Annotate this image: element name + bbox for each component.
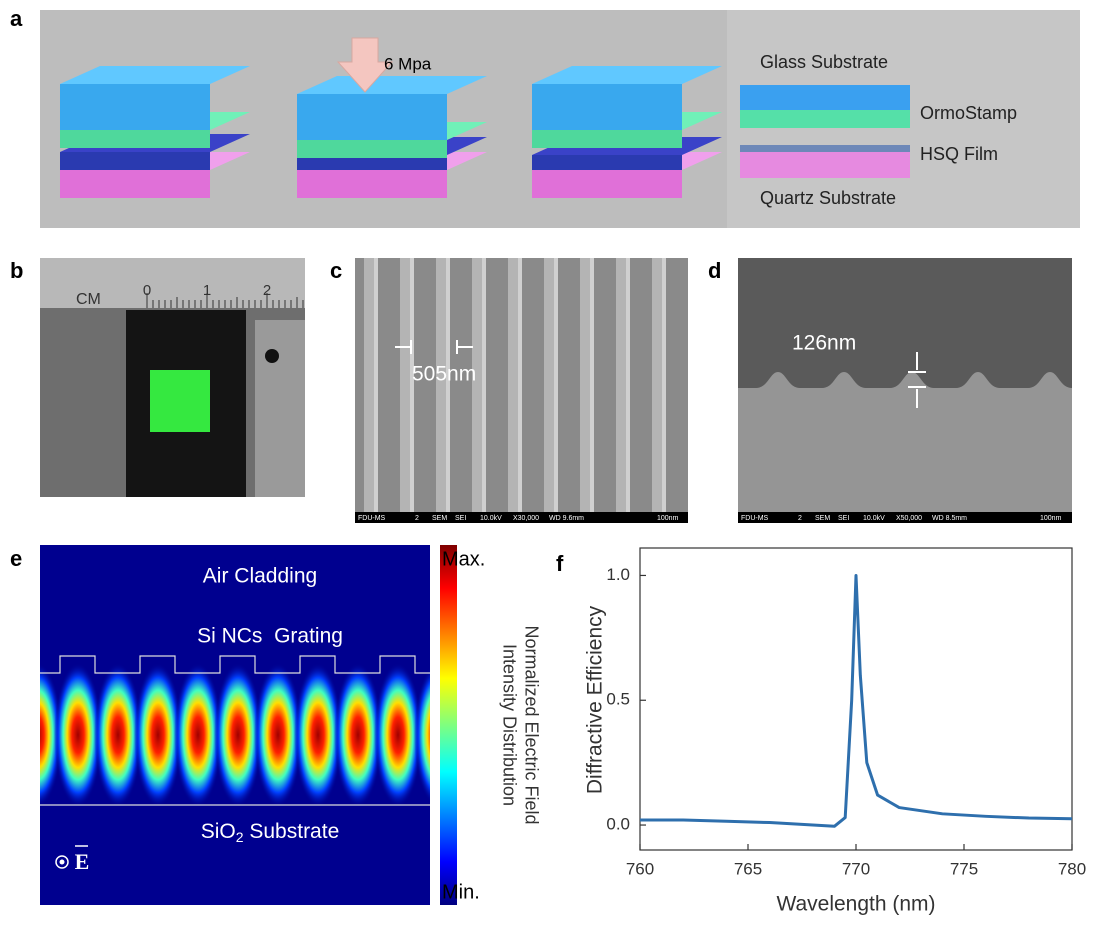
sem-footer-text: X30,000 <box>513 515 539 522</box>
sem-footer-text: 10.0kV <box>480 515 502 522</box>
legend-label: OrmoStamp <box>920 103 1017 123</box>
ruler-number: 0 <box>143 282 151 299</box>
panel-label: d <box>708 258 721 283</box>
layer <box>60 170 210 198</box>
legend-label: Glass Substrate <box>760 52 888 72</box>
legend-label: Quartz Substrate <box>760 188 896 208</box>
y-axis-label: Diffractive Efficiency <box>584 605 607 794</box>
layer <box>297 140 447 158</box>
pressure-label: 6 Mpa <box>384 54 432 73</box>
sem-footer-text: SEM <box>815 515 830 522</box>
colorbar-title: Intensity Distribution <box>499 644 519 806</box>
colorbar-min: Min. <box>442 881 480 903</box>
substrate-text: Substrate <box>244 820 340 843</box>
panel-c: c FDU-MS 2 SEM SEI 10.0kV X30,000 WD 9.6mm 100n… <box>330 258 688 523</box>
swatch <box>740 85 910 110</box>
ruler-unit: CM <box>76 291 101 308</box>
figure: a 6 Mpa Glass Substrate OrmoStamp HSQ Fi… <box>0 0 1095 925</box>
sem-footer-text: 2 <box>415 515 419 522</box>
layer <box>60 84 210 130</box>
field-label: E <box>75 849 90 874</box>
y-tick-label: 0.5 <box>606 690 630 709</box>
colorbar-max: Max. <box>442 548 485 570</box>
x-tick-label: 765 <box>734 859 762 878</box>
panel-b: b CM 0 1 2 <box>10 258 305 497</box>
sem-footer-text: SEM <box>432 515 447 522</box>
sem-footer-text: FDU-MS <box>358 515 386 522</box>
x-tick-label: 770 <box>842 859 870 878</box>
layer <box>532 155 682 170</box>
legend-label: HSQ Film <box>920 144 998 164</box>
sample <box>150 370 210 432</box>
layer <box>297 94 447 140</box>
sem-image <box>355 258 688 512</box>
layer <box>532 130 682 148</box>
sem-footer-text: WD 9.6mm <box>549 515 584 522</box>
layer <box>297 170 447 198</box>
sem-footer-text: FDU-MS <box>741 515 769 522</box>
region-label: SiO2 Substrate <box>201 820 340 845</box>
panel-label: e <box>10 546 22 571</box>
sem-footer-text: 10.0kV <box>863 515 885 522</box>
y-tick-label: 1.0 <box>606 565 630 584</box>
sem-footer-text: SEI <box>455 515 466 522</box>
colorbar-title: Normalized Electric Field <box>521 625 541 824</box>
data-line <box>640 575 1072 826</box>
layer <box>60 152 210 170</box>
height-label: 126nm <box>792 332 856 355</box>
field-symbol <box>60 860 65 865</box>
sem-footer-text: WD 8.5mm <box>932 515 967 522</box>
y-tick-label: 0.0 <box>606 815 630 834</box>
region-label: Si NCs Grating <box>197 625 343 648</box>
period-label: 505nm <box>412 363 476 386</box>
layer <box>532 170 682 198</box>
sem-footer-text: 100nm <box>657 515 679 522</box>
air-region <box>738 258 1072 388</box>
panel-d: d FDU-MS 2 SEM SEI 10.0kV X50,000 WD 8.5mm 100n… <box>708 258 1072 523</box>
swatch <box>740 145 910 152</box>
region-label: Air Cladding <box>203 565 317 588</box>
panel-label: a <box>10 6 23 31</box>
ruler-number: 2 <box>263 282 271 299</box>
layer <box>60 130 210 148</box>
x-tick-label: 760 <box>626 859 654 878</box>
swatch <box>740 152 910 178</box>
panel-label: c <box>330 258 342 283</box>
x-tick-label: 775 <box>950 859 978 878</box>
sem-footer-text: 2 <box>798 515 802 522</box>
panel-a: a 6 Mpa Glass Substrate OrmoStamp HSQ Fi… <box>10 6 1080 228</box>
screw <box>265 349 279 363</box>
panel-f: f Wavelength (nm) Diffractive Efficiency… <box>556 548 1086 916</box>
panel-e: e Air Cladding Si NCs Grating SiO2 Subst… <box>10 545 541 905</box>
colorbar <box>440 545 457 905</box>
x-axis-label: Wavelength (nm) <box>776 893 935 916</box>
layer <box>532 84 682 130</box>
panel-label: f <box>556 551 564 576</box>
ruler-number: 1 <box>203 282 211 299</box>
sem-footer-text: 100nm <box>1040 515 1062 522</box>
substrate-subscript: 2 <box>236 829 244 845</box>
panel-label: b <box>10 258 23 283</box>
swatch <box>740 110 910 128</box>
x-tick-label: 780 <box>1058 859 1086 878</box>
substrate-text: SiO <box>201 820 236 843</box>
sem-footer-text: X50,000 <box>896 515 922 522</box>
sem-footer-text: SEI <box>838 515 849 522</box>
caliper <box>255 320 305 497</box>
